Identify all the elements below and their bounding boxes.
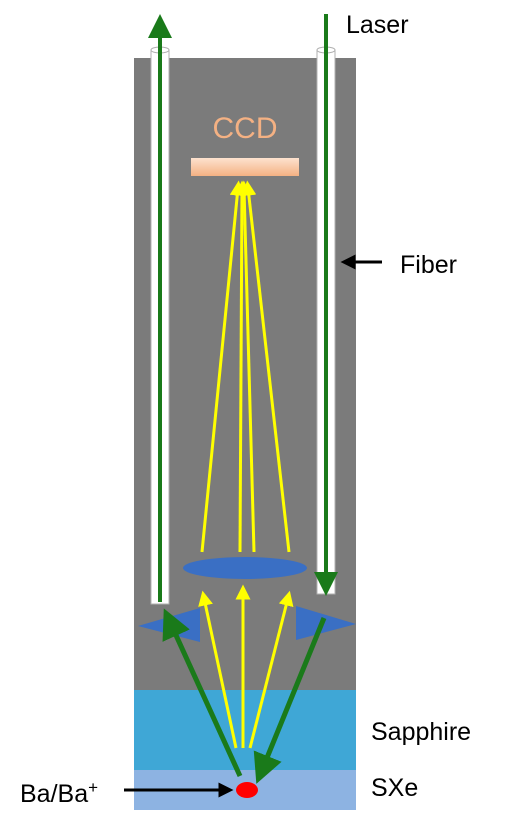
right-prism [296,606,356,640]
sapphire-layer [134,690,356,770]
light-rays-upper [200,180,291,553]
laser-label: Laser [346,11,409,39]
sxe-label: SXe [371,774,418,802]
ion-label-base: Ba/Ba [20,780,88,808]
ccd-label: CCD [213,112,278,145]
sapphire-label: Sapphire [371,718,471,746]
light-rays-lower [198,584,294,749]
fiber-label: Fiber [400,251,457,279]
ion-label: Ba/Ba+ [20,778,98,808]
ccd-sensor [191,158,299,176]
ion-label-charge: + [88,778,98,797]
laser-ray-from-ion [162,608,243,778]
laser-ray-to-ion [253,617,327,784]
lens [183,557,307,579]
ion-marker [236,782,258,798]
